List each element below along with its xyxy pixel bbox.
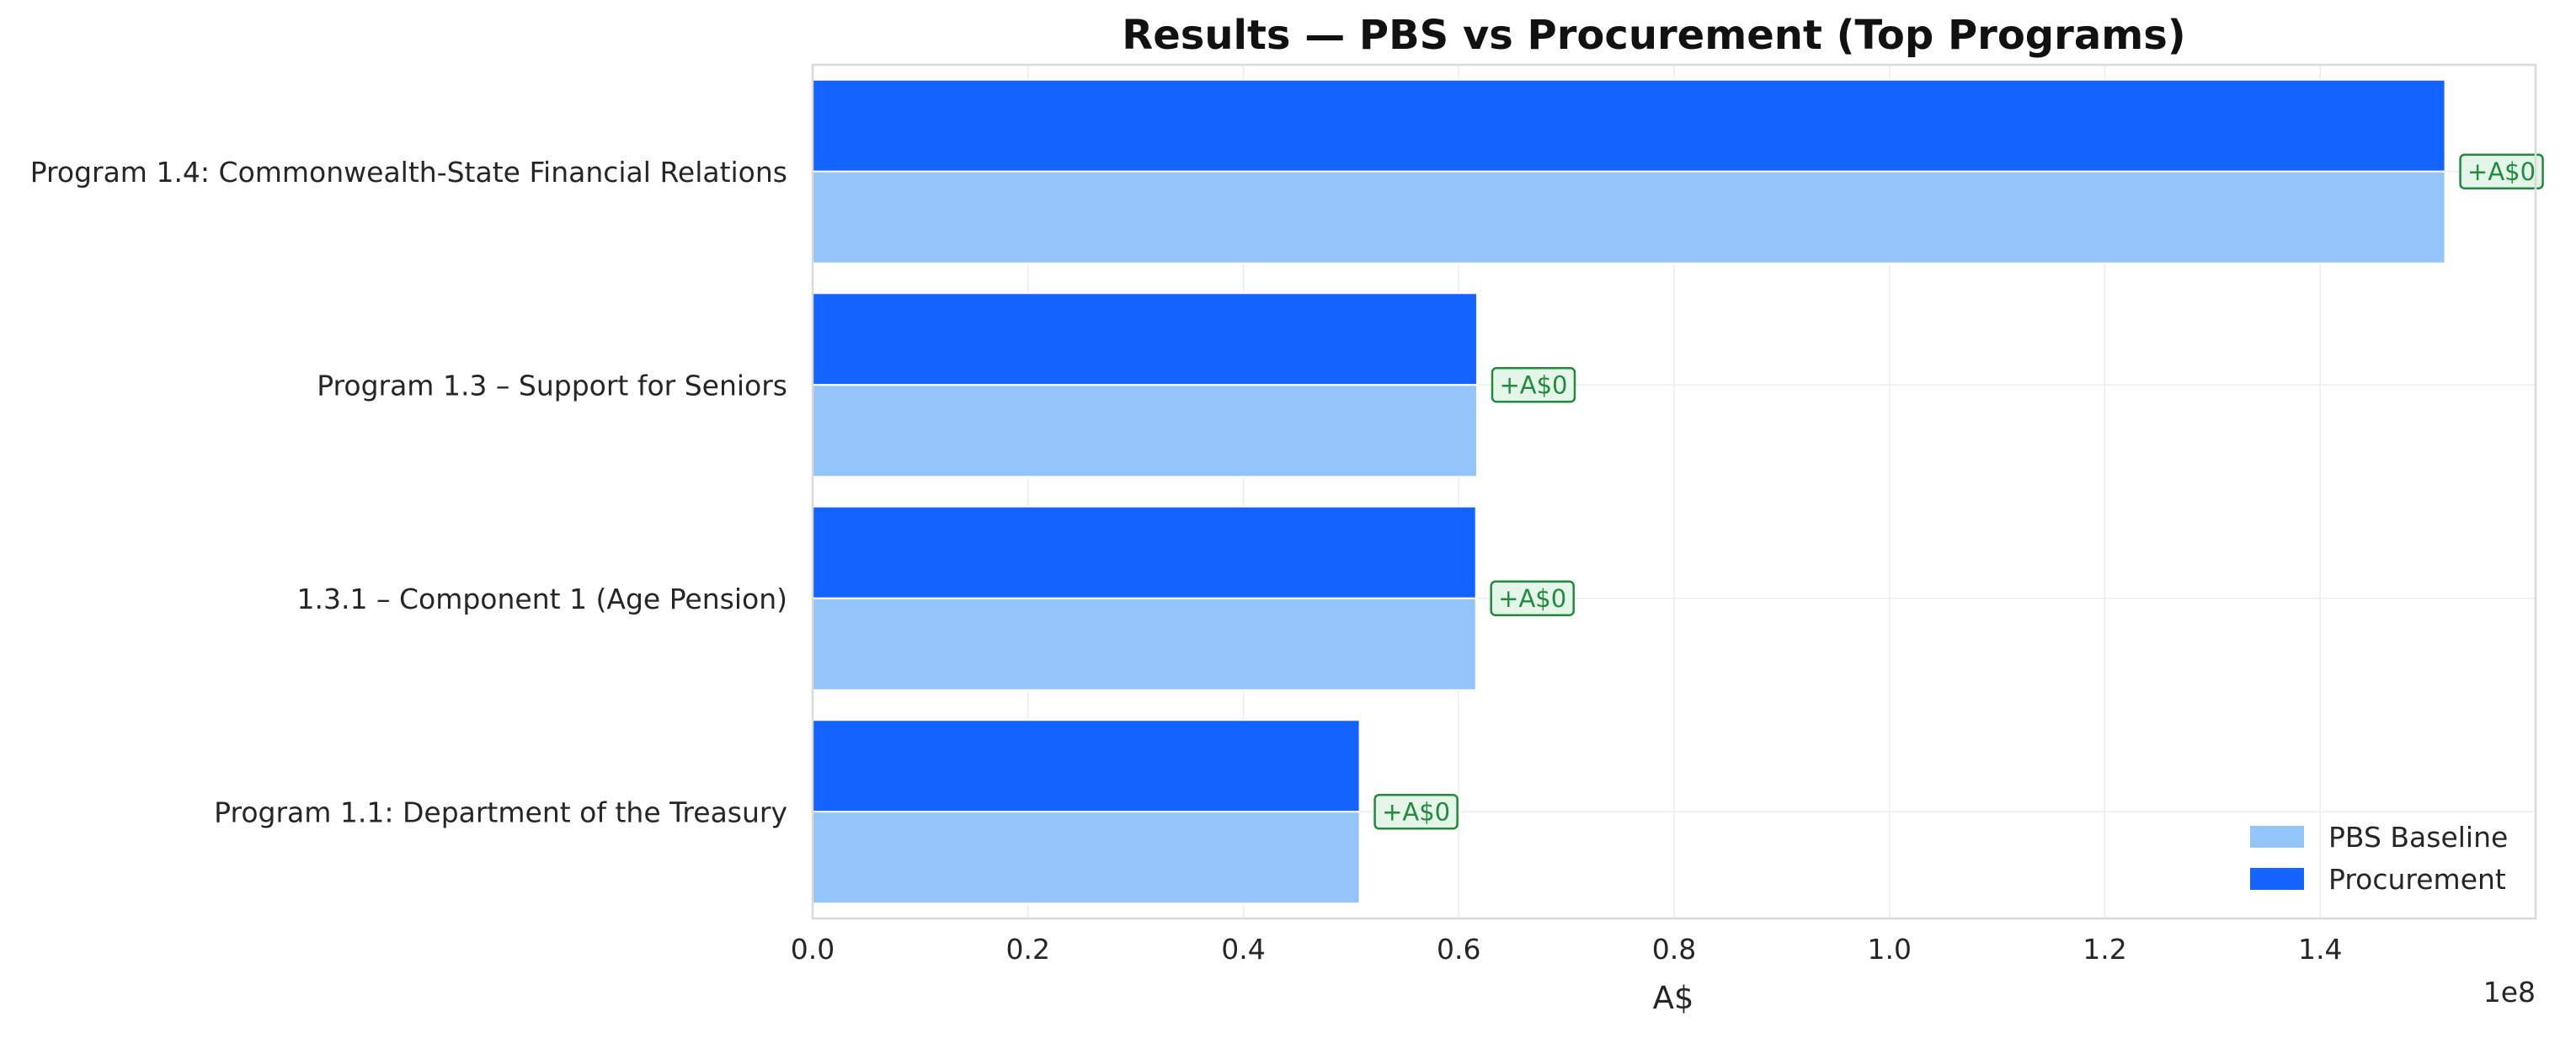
legend-swatch-procurement — [2250, 868, 2304, 890]
category-labels: Program 1.4: Commonwealth-State Financia… — [30, 156, 787, 829]
bar-procurement — [812, 292, 1478, 386]
delta-annotation-box — [1491, 367, 1576, 403]
delta-annotation-label: +A$0 — [2467, 157, 2536, 186]
bar-pbs-baseline — [812, 811, 1361, 905]
x-tick-labels: 0.0 0.2 0.4 0.6 0.8 1.0 1.2 1.4 — [791, 933, 2343, 966]
category-label: 1.3.1 – Component 1 (Age Pension) — [297, 583, 787, 615]
x-tick-label: 0.2 — [1006, 933, 1050, 966]
bars — [812, 78, 2446, 905]
x-axis-label: A$ — [1653, 980, 1694, 1016]
bar-pbs-baseline — [812, 170, 2446, 264]
x-tick-label: 0.0 — [791, 933, 835, 966]
x-tick-label: 0.6 — [1437, 933, 1480, 966]
bar-procurement — [812, 719, 1361, 813]
legend-label-procurement: Procurement — [2328, 863, 2506, 896]
delta-annotation-box — [1373, 794, 1459, 830]
category-label: Program 1.4: Commonwealth-State Financia… — [30, 156, 787, 189]
x-tick-label: 1.2 — [2083, 933, 2126, 966]
bar-procurement — [812, 505, 1477, 599]
legend: PBS Baseline Procurement — [2250, 821, 2508, 896]
bar-pbs-baseline — [812, 597, 1477, 691]
x-tick-label: 0.8 — [1652, 933, 1696, 966]
x-tick-label: 0.4 — [1221, 933, 1265, 966]
delta-annotations: +A$0 +A$0 +A$0 +A$0 — [1373, 153, 2544, 830]
bar-procurement — [812, 78, 2446, 173]
x-tick-label: 1.4 — [2298, 933, 2342, 966]
x-axis-exponent: 1e8 — [2483, 976, 2536, 1009]
delta-annotation-label: +A$0 — [1499, 370, 1567, 399]
category-label: Program 1.3 – Support for Seniors — [317, 369, 787, 402]
bar-pbs-baseline — [812, 384, 1478, 478]
delta-annotation-label: +A$0 — [1498, 584, 1566, 613]
delta-annotation-box — [2459, 153, 2544, 189]
delta-annotation-label: +A$0 — [1382, 797, 1450, 826]
plot-frame — [811, 63, 2537, 920]
category-label: Program 1.1: Department of the Treasury — [214, 796, 787, 828]
legend-swatch-pbs-baseline — [2250, 826, 2304, 848]
x-tick-label: 1.0 — [1868, 933, 1912, 966]
delta-annotation-box — [1490, 580, 1575, 616]
legend-label-pbs-baseline: PBS Baseline — [2328, 821, 2508, 854]
chart-title: Results — PBS vs Procurement (Top Progra… — [1122, 12, 2185, 59]
